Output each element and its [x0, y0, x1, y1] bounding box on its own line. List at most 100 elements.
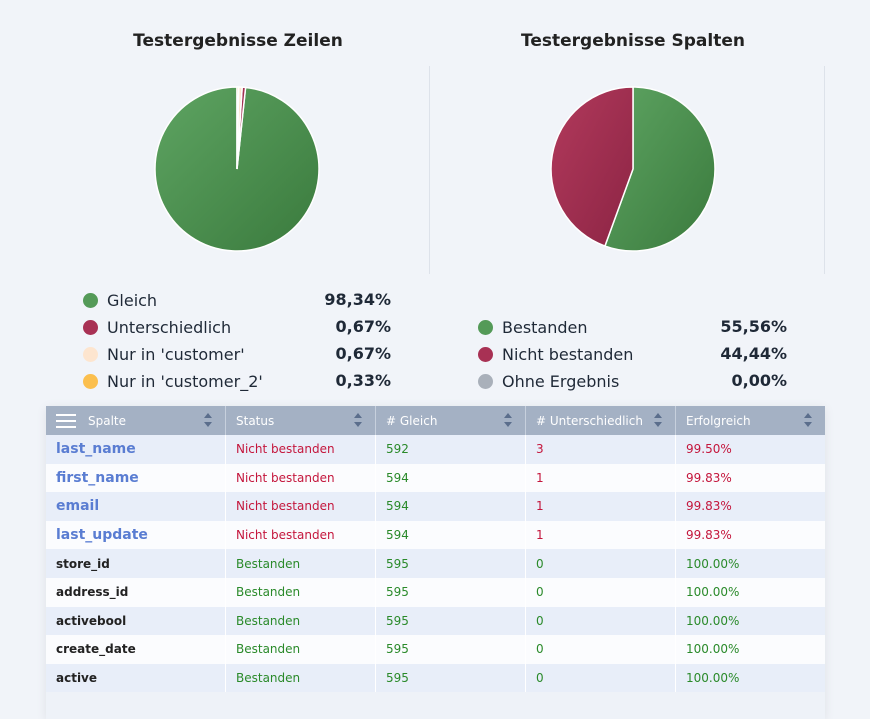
sort-icon[interactable]: [804, 413, 813, 428]
column-name-cell: active: [46, 663, 226, 693]
status-cell: Bestanden: [226, 577, 376, 607]
success-rate-cell: 100.00%: [686, 671, 740, 686]
legend-item[interactable]: Nur in 'customer_2': [83, 371, 263, 391]
header-label: Erfolgreich: [686, 413, 751, 428]
legend-value: 0,33%: [335, 371, 391, 390]
chart-divider: [824, 66, 825, 274]
different-count-cell: 1: [526, 463, 676, 493]
table-header: Spalte Status # Gleich # Unterschiedlich…: [46, 406, 825, 435]
columns-chart-title: Testergebnisse Spalten: [521, 31, 745, 51]
legend-label: Nicht bestanden: [502, 344, 634, 364]
header-spalte[interactable]: Spalte: [46, 406, 226, 435]
header-gleich[interactable]: # Gleich: [376, 406, 526, 435]
rows-pie-chart: [154, 86, 320, 252]
success-rate-cell: 100.00%: [686, 613, 740, 628]
column-name-cell[interactable]: last_update: [46, 520, 226, 550]
menu-icon[interactable]: [56, 413, 76, 428]
equal-count-cell: 594: [376, 463, 526, 493]
legend-item[interactable]: Bestanden: [478, 317, 588, 337]
column-name-cell: create_date: [46, 635, 226, 664]
legend-value: 0,00%: [731, 371, 787, 390]
legend-label: Bestanden: [502, 317, 588, 337]
status-cell: Bestanden: [226, 635, 376, 664]
equal-count-cell: 594: [376, 492, 526, 521]
legend-marker-icon: [83, 292, 98, 308]
legend-value: 44,44%: [720, 344, 787, 363]
legend-label: Ohne Ergebnis: [502, 371, 620, 391]
column-name-cell: address_id: [46, 577, 226, 607]
different-count-cell: 1: [526, 492, 676, 521]
status-cell: Nicht bestanden: [226, 520, 376, 550]
legend-label: Gleich: [107, 290, 158, 310]
pie-slice[interactable]: [603, 86, 716, 252]
legend-label: Unterschiedlich: [107, 317, 232, 337]
legend-value: 98,34%: [324, 290, 391, 309]
sort-icon[interactable]: [204, 413, 213, 428]
success-rate-cell: 99.50%: [686, 442, 732, 457]
different-count-cell: 0: [526, 549, 676, 578]
legend-item[interactable]: Nur in 'customer': [83, 344, 245, 364]
legend-marker-icon: [83, 319, 98, 335]
status-cell: Bestanden: [226, 663, 376, 693]
table-row[interactable]: activebool Bestanden 595 0 100.00%: [46, 606, 825, 636]
different-count-cell: 1: [526, 520, 676, 550]
success-rate-cell: 99.83%: [686, 470, 732, 485]
table-row[interactable]: store_id Bestanden 595 0 100.00%: [46, 549, 825, 578]
legend-marker-icon: [83, 373, 98, 389]
equal-count-cell: 592: [376, 435, 526, 464]
header-erfolgreich[interactable]: Erfolgreich: [676, 406, 825, 435]
different-count-cell: 0: [526, 606, 676, 636]
sort-icon[interactable]: [504, 413, 513, 428]
column-name-cell[interactable]: email: [46, 492, 226, 521]
sort-icon[interactable]: [654, 413, 663, 428]
success-rate-cell: 100.00%: [686, 556, 740, 571]
legend-item[interactable]: Nicht bestanden: [478, 344, 633, 364]
different-count-cell: 0: [526, 577, 676, 607]
legend-marker-icon: [478, 346, 493, 362]
header-label: Spalte: [88, 413, 127, 428]
header-unterschiedlich[interactable]: # Unterschiedlich: [526, 406, 676, 435]
table-row[interactable]: last_update Nicht bestanden 594 1 99.83%: [46, 520, 825, 550]
header-label: # Unterschiedlich: [536, 413, 643, 428]
legend-item[interactable]: Ohne Ergebnis: [478, 371, 619, 391]
column-name-cell: activebool: [46, 606, 226, 636]
rows-chart-title: Testergebnisse Zeilen: [133, 31, 343, 51]
status-cell: Bestanden: [226, 549, 376, 578]
column-name-cell[interactable]: last_name: [46, 435, 226, 464]
legend-value: 0,67%: [335, 344, 391, 363]
table-row[interactable]: email Nicht bestanden 594 1 99.83%: [46, 492, 825, 521]
legend-value: 55,56%: [720, 317, 787, 336]
legend-item[interactable]: Gleich: [83, 290, 157, 310]
legend-marker-icon: [478, 373, 493, 389]
equal-count-cell: 595: [376, 606, 526, 636]
header-status[interactable]: Status: [226, 406, 376, 435]
chart-divider: [429, 66, 430, 274]
legend-item[interactable]: Unterschiedlich: [83, 317, 231, 337]
success-rate-cell: 99.83%: [686, 528, 732, 543]
column-name-cell: store_id: [46, 549, 226, 578]
legend-marker-icon: [83, 346, 98, 362]
results-table: Spalte Status # Gleich # Unterschiedlich…: [46, 406, 825, 719]
pie-slice[interactable]: [236, 86, 240, 170]
legend-label: Nur in 'customer': [107, 344, 245, 364]
success-rate-cell: 100.00%: [686, 585, 740, 600]
table-row[interactable]: active Bestanden 595 0 100.00%: [46, 663, 825, 693]
success-rate-cell: 100.00%: [686, 642, 740, 657]
equal-count-cell: 595: [376, 577, 526, 607]
header-label: # Gleich: [386, 413, 438, 428]
table-row[interactable]: address_id Bestanden 595 0 100.00%: [46, 577, 825, 607]
columns-pie-chart: [550, 86, 716, 252]
different-count-cell: 0: [526, 635, 676, 664]
sort-icon[interactable]: [354, 413, 363, 428]
equal-count-cell: 595: [376, 635, 526, 664]
equal-count-cell: 595: [376, 549, 526, 578]
different-count-cell: 0: [526, 663, 676, 693]
table-row[interactable]: create_date Bestanden 595 0 100.00%: [46, 635, 825, 664]
status-cell: Nicht bestanden: [226, 463, 376, 493]
legend-marker-icon: [478, 319, 493, 335]
table-row[interactable]: last_name Nicht bestanden 592 3 99.50%: [46, 435, 825, 464]
pie-slice[interactable]: [550, 86, 634, 248]
column-name-cell[interactable]: first_name: [46, 463, 226, 493]
table-row[interactable]: first_name Nicht bestanden 594 1 99.83%: [46, 463, 825, 493]
legend-value: 0,67%: [335, 317, 391, 336]
